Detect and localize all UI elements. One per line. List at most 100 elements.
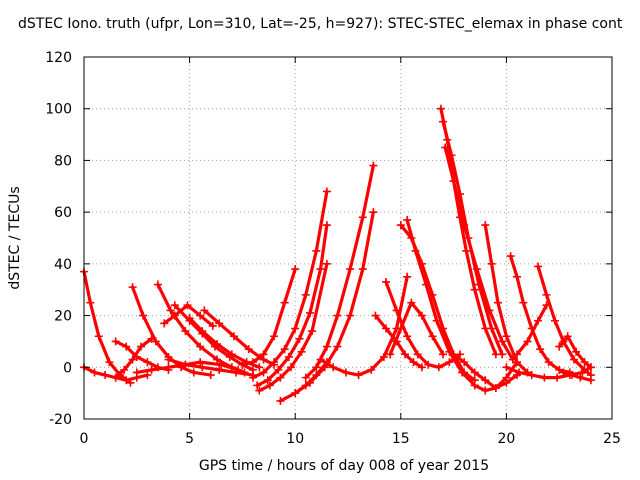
data-point	[259, 350, 268, 359]
data-point	[498, 337, 507, 346]
series-line	[255, 223, 329, 387]
data-point	[255, 363, 264, 372]
data-point	[445, 358, 454, 367]
data-point	[166, 306, 175, 315]
data-point	[90, 368, 99, 377]
series-line	[384, 280, 462, 369]
data-point	[392, 306, 401, 315]
data-point	[449, 177, 458, 186]
series-line	[483, 223, 530, 375]
data-point	[322, 187, 331, 196]
data-point	[563, 332, 572, 341]
data-point	[586, 363, 595, 372]
data-point	[329, 363, 338, 372]
series-line	[515, 303, 549, 356]
data-point	[382, 324, 391, 333]
data-point	[164, 355, 173, 364]
data-point	[312, 246, 321, 255]
data-point	[424, 360, 433, 369]
data-point	[170, 301, 179, 310]
data-point	[196, 358, 205, 367]
data-point	[122, 376, 131, 385]
data-point	[198, 363, 207, 372]
y-tick-label: 20	[54, 309, 72, 325]
data-point	[238, 360, 247, 369]
data-point	[265, 381, 274, 390]
data-point	[215, 319, 224, 328]
data-point	[502, 332, 511, 341]
data-point	[491, 383, 500, 392]
series-group	[200, 306, 279, 369]
series-line	[509, 254, 572, 375]
data-point	[276, 396, 285, 405]
y-tick-label: 0	[63, 360, 72, 376]
series-group	[160, 301, 217, 330]
data-point	[128, 355, 137, 364]
data-point	[434, 363, 443, 372]
series-group	[371, 311, 426, 372]
data-point	[470, 381, 479, 390]
data-point	[396, 221, 405, 230]
data-point	[181, 360, 190, 369]
data-point	[502, 363, 511, 372]
data-point	[213, 340, 222, 349]
series-line	[82, 270, 133, 385]
data-point	[569, 355, 578, 364]
x-tick-label: 0	[80, 431, 89, 447]
data-point	[358, 213, 367, 222]
data-point	[147, 365, 156, 374]
data-point	[449, 350, 458, 359]
series-line	[278, 210, 375, 403]
series-group	[238, 265, 300, 369]
data-point	[270, 358, 279, 367]
data-point	[512, 358, 521, 367]
data-point	[369, 208, 378, 217]
data-point	[460, 358, 469, 367]
series-group	[316, 272, 412, 380]
data-point	[255, 386, 264, 395]
data-point	[122, 342, 131, 351]
data-point	[297, 347, 306, 356]
data-point	[379, 352, 388, 361]
data-point	[493, 298, 502, 307]
series-group	[276, 208, 378, 405]
series-group	[132, 358, 243, 377]
data-point	[305, 378, 314, 387]
data-point	[120, 365, 129, 374]
data-point	[422, 280, 431, 289]
data-point	[515, 368, 524, 377]
series-line	[388, 301, 445, 356]
series-line	[251, 189, 329, 380]
data-point	[553, 373, 562, 382]
data-point	[215, 365, 224, 374]
data-point	[301, 290, 310, 299]
data-point	[567, 371, 576, 380]
plot-frame	[83, 56, 613, 420]
data-point	[439, 117, 448, 126]
data-point	[428, 332, 437, 341]
series-line	[202, 308, 276, 367]
data-point	[403, 332, 412, 341]
data-point	[200, 306, 209, 315]
data-point	[432, 316, 441, 325]
data-point	[586, 376, 595, 385]
data-point	[445, 347, 454, 356]
data-point	[291, 389, 300, 398]
data-point	[439, 350, 448, 359]
data-point	[322, 221, 331, 230]
data-point	[487, 259, 496, 268]
data-point	[196, 342, 205, 351]
data-point	[164, 363, 173, 372]
data-point	[280, 345, 289, 354]
data-point	[470, 285, 479, 294]
data-point	[151, 337, 160, 346]
data-point	[540, 373, 549, 382]
data-point	[401, 350, 410, 359]
data-point	[382, 277, 391, 286]
data-point	[276, 373, 285, 382]
x-tick-label: 15	[392, 431, 410, 447]
data-point	[502, 373, 511, 382]
x-tick-label: 25	[603, 431, 621, 447]
data-point	[333, 342, 342, 351]
data-point	[322, 259, 331, 268]
